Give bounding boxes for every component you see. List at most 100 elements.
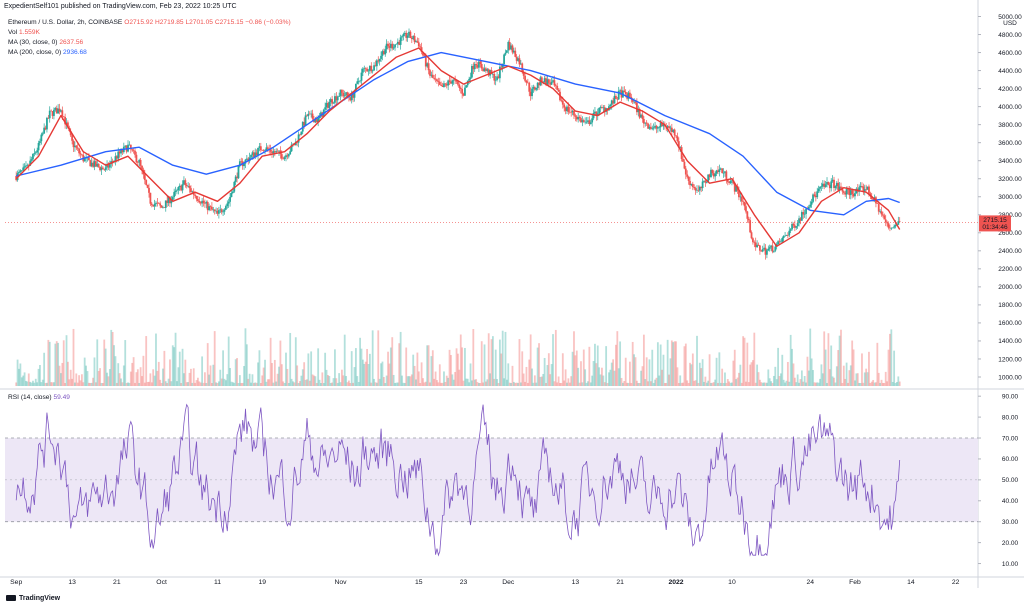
candle-body xyxy=(521,63,524,72)
candle-body xyxy=(691,183,694,188)
volume-bar xyxy=(647,381,649,386)
candle-body xyxy=(459,87,462,89)
candle-body xyxy=(273,151,276,153)
volume-bar xyxy=(812,370,814,386)
volume-bar xyxy=(455,348,458,386)
volume-bar xyxy=(487,333,490,386)
volume-bar xyxy=(78,375,80,386)
volume-bar xyxy=(694,380,697,386)
volume-bar xyxy=(605,346,608,386)
candle-body xyxy=(679,147,682,148)
volume-bar xyxy=(574,355,577,386)
symbol-name: Ethereum / U.S. Dollar, 2h, COINBASE xyxy=(8,19,123,26)
volume-bar xyxy=(879,382,882,386)
candle-body xyxy=(215,210,217,212)
candle-body xyxy=(740,196,743,202)
volume-bar xyxy=(55,341,58,386)
volume-bar xyxy=(423,382,426,386)
volume-bar xyxy=(110,329,113,386)
candle-body xyxy=(452,79,455,81)
candle-body xyxy=(335,96,338,101)
candle-body xyxy=(887,223,890,228)
candle-body xyxy=(749,220,752,233)
candle-body xyxy=(835,182,838,186)
candle-body xyxy=(153,203,156,207)
candle-body xyxy=(374,65,377,67)
publisher-header: ExpedientSelf101 published on TradingVie… xyxy=(4,3,237,10)
candle-body xyxy=(286,155,289,157)
candle-body xyxy=(257,147,259,156)
volume-bar xyxy=(122,365,125,386)
ma30-value: 2637.56 xyxy=(59,39,84,46)
volume-bar xyxy=(472,329,475,386)
volume-bar xyxy=(578,382,581,386)
volume-bar xyxy=(384,382,387,386)
volume-bar xyxy=(243,366,245,386)
ohlc-close: C2715.15 xyxy=(214,19,244,26)
volume-bar xyxy=(550,364,553,386)
volume-bar xyxy=(341,369,343,386)
volume-bar xyxy=(185,382,188,386)
candle-body xyxy=(329,99,332,103)
candle-body xyxy=(54,108,57,110)
volume-bar xyxy=(223,378,226,386)
volume-bar xyxy=(33,382,36,386)
volume-bar xyxy=(258,350,261,386)
candle-body xyxy=(155,202,157,204)
candle-body xyxy=(79,153,82,155)
candle-body xyxy=(617,90,620,100)
tradingview-brand: TradingView xyxy=(6,595,60,602)
volume-bar xyxy=(834,382,837,386)
volume-bar xyxy=(654,379,656,386)
volume-bar xyxy=(413,365,416,386)
candle-body xyxy=(359,80,361,82)
volume-bar xyxy=(114,356,117,386)
candle-body xyxy=(416,41,419,43)
volume-bar xyxy=(845,362,848,386)
candle-body xyxy=(715,170,718,174)
candle-body xyxy=(615,95,617,99)
candle-body xyxy=(280,154,283,159)
candle-body xyxy=(363,68,366,69)
candle-body xyxy=(265,147,268,151)
candle-body xyxy=(575,116,578,120)
volume-bar xyxy=(408,376,410,386)
volume-bar xyxy=(872,379,875,386)
candle-body xyxy=(519,63,522,65)
volume-bar xyxy=(87,382,90,386)
volume-bar xyxy=(167,378,170,386)
volume-bar xyxy=(482,382,485,386)
volume-bar xyxy=(581,382,584,386)
volume-bar xyxy=(820,364,823,386)
candle-body xyxy=(328,102,331,108)
candle-body xyxy=(813,194,816,196)
volume-bar xyxy=(80,374,83,386)
candle-body xyxy=(222,211,224,213)
volume-bar xyxy=(786,361,789,386)
volume-bar xyxy=(824,349,827,386)
candle-body xyxy=(83,158,86,162)
volume-bar xyxy=(462,380,465,386)
candle-body xyxy=(719,168,722,170)
volume-bar xyxy=(696,335,698,386)
volume-bar xyxy=(290,378,293,386)
volume-bar xyxy=(500,353,503,386)
candle-body xyxy=(293,144,296,146)
candle-body xyxy=(844,192,847,195)
volume-bar xyxy=(648,359,651,386)
candle-body xyxy=(261,150,264,151)
candle-body xyxy=(788,230,791,236)
volume-bar xyxy=(498,339,501,386)
volume-bar xyxy=(106,372,108,386)
candle-body xyxy=(306,115,308,117)
candle-body xyxy=(782,235,785,238)
candle-body xyxy=(767,248,770,251)
volume-bar xyxy=(868,351,870,386)
volume-bar xyxy=(27,373,30,386)
candle-body xyxy=(651,128,654,129)
candle-body xyxy=(150,203,153,205)
volume-bar xyxy=(828,369,831,386)
volume-bar xyxy=(132,357,135,386)
volume-bar xyxy=(556,382,559,386)
